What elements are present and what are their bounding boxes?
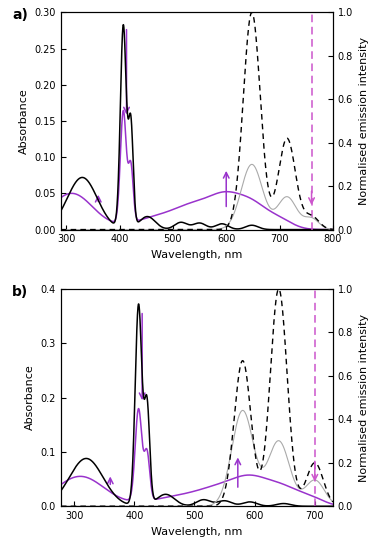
X-axis label: Wavelength, nm: Wavelength, nm <box>151 250 242 260</box>
Y-axis label: Absorbance: Absorbance <box>25 365 35 431</box>
Y-axis label: Absorbance: Absorbance <box>19 88 29 154</box>
Y-axis label: Normalised emission intensity: Normalised emission intensity <box>359 37 369 205</box>
Text: b): b) <box>12 284 28 299</box>
X-axis label: Wavelength, nm: Wavelength, nm <box>151 526 242 537</box>
Text: a): a) <box>12 8 28 22</box>
Y-axis label: Normalised emission intensity: Normalised emission intensity <box>359 313 369 482</box>
